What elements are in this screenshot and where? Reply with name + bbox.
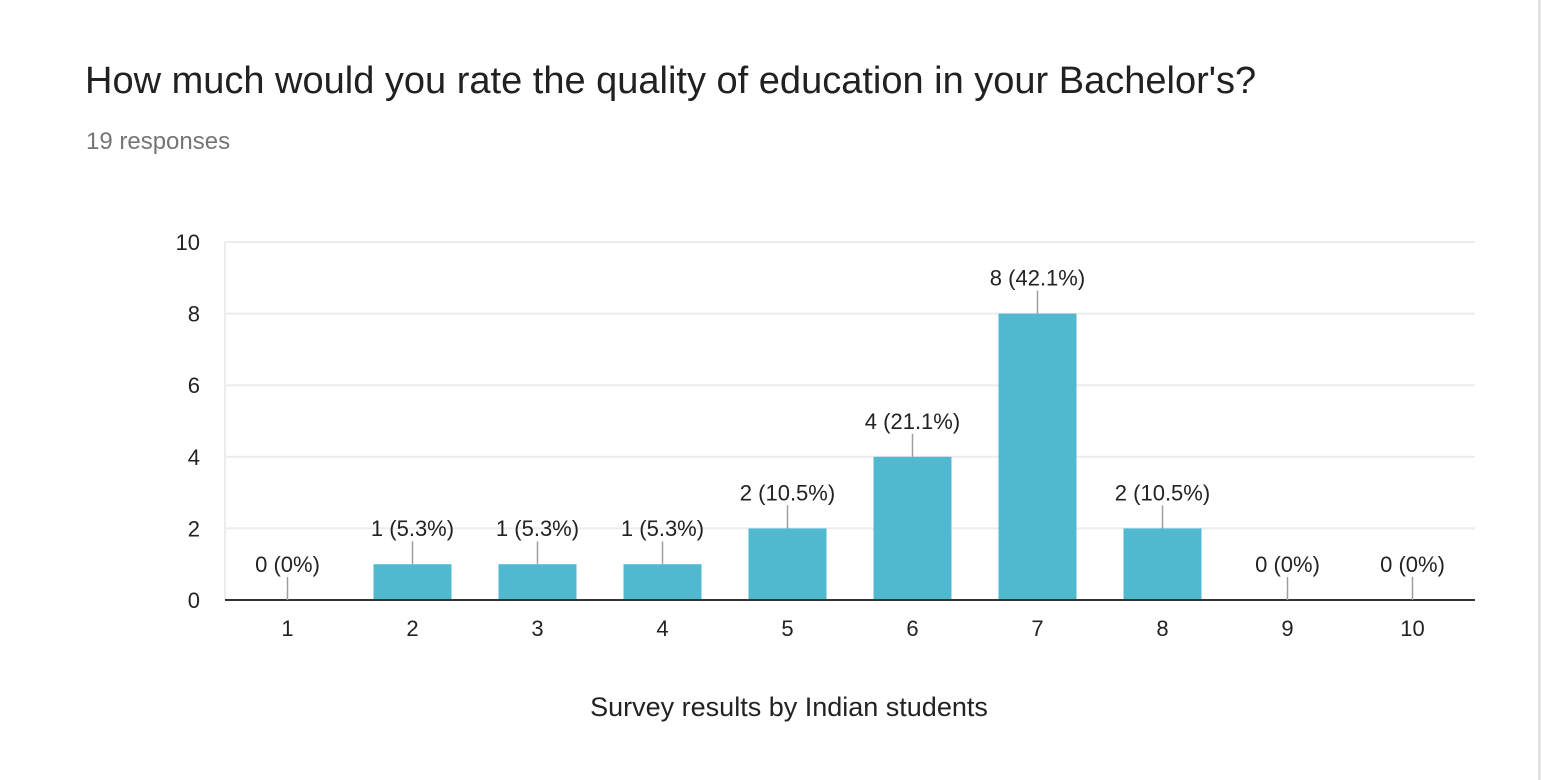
y-tick-label: 6 (188, 373, 200, 398)
x-axis-ticks: 1 2 3 4 5 6 7 8 9 10 (281, 616, 1424, 641)
x-tick-label: 3 (531, 616, 543, 641)
data-label: 2 (10.5%) (1115, 480, 1210, 505)
y-tick-label: 4 (188, 445, 200, 470)
x-axis-title: Survey results by Indian students (590, 692, 988, 722)
data-label: 4 (21.1%) (865, 409, 960, 434)
data-label: 1 (5.3%) (496, 516, 579, 541)
gridlines (224, 241, 1475, 600)
bar (998, 313, 1077, 600)
bar (748, 528, 827, 600)
y-tick-label: 8 (188, 302, 200, 327)
page-edge-divider (1538, 0, 1541, 780)
x-tick-label: 8 (1156, 616, 1168, 641)
data-label: 1 (5.3%) (621, 516, 704, 541)
data-labels: 0 (0%) 1 (5.3%) 1 (5.3%) 1 (5.3%) 2 (10.5%) 4… (255, 266, 1445, 600)
y-tick-label: 10 (176, 230, 200, 255)
bar (623, 564, 702, 600)
x-tick-label: 10 (1400, 616, 1424, 641)
bar (873, 456, 952, 600)
x-tick-label: 6 (906, 616, 918, 641)
x-tick-label: 5 (781, 616, 793, 641)
question-title: How much would you rate the quality of e… (85, 60, 1257, 102)
y-tick-label: 0 (188, 588, 200, 613)
x-tick-label: 9 (1281, 616, 1293, 641)
data-label: 0 (0%) (1255, 552, 1320, 577)
bar (1123, 528, 1202, 600)
data-label: 1 (5.3%) (371, 516, 454, 541)
bars (373, 313, 1202, 600)
y-tick-label: 2 (188, 516, 200, 541)
y-axis-ticks: 0 2 4 6 8 10 (176, 230, 200, 613)
x-tick-label: 7 (1031, 616, 1043, 641)
bar (498, 564, 577, 600)
bar (373, 564, 452, 600)
data-label: 0 (0%) (1380, 552, 1445, 577)
data-label: 8 (42.1%) (990, 266, 1085, 291)
x-tick-label: 4 (656, 616, 668, 641)
x-tick-label: 2 (406, 616, 418, 641)
response-count: 19 responses (86, 128, 231, 155)
data-label: 0 (0%) (255, 552, 320, 577)
x-tick-label: 1 (281, 616, 293, 641)
data-label: 2 (10.5%) (740, 480, 835, 505)
